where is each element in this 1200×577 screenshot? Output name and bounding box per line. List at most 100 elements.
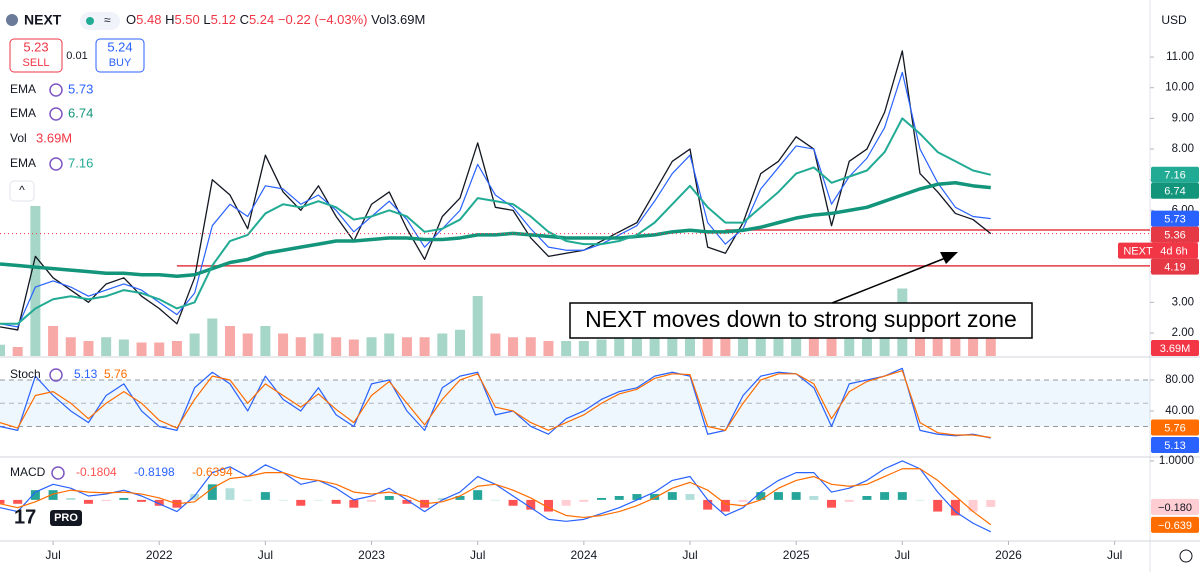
histogram-bar <box>897 492 907 500</box>
histogram-bar <box>791 492 801 500</box>
histogram-bar <box>473 490 483 500</box>
histogram-bar <box>119 497 129 500</box>
volume-bar <box>313 333 324 356</box>
volume-bar <box>154 342 165 356</box>
legend-icon <box>49 368 63 382</box>
y-tick-label: 40.00 <box>1165 405 1194 417</box>
x-tick-label: Jul <box>682 548 697 562</box>
histogram-bar <box>968 499 978 512</box>
series-line <box>0 117 992 325</box>
x-tick-label: 2022 <box>146 548 173 562</box>
volume-bar <box>48 326 59 356</box>
histogram-bar <box>349 499 359 508</box>
histogram-bar <box>154 499 164 506</box>
currency[interactable]: USD <box>1161 13 1187 27</box>
volume-bar <box>384 333 395 356</box>
legend-value: -0.6394 <box>192 465 233 479</box>
series-line <box>0 50 992 331</box>
histogram-bar <box>402 499 412 504</box>
settings-icon[interactable] <box>1179 549 1193 563</box>
annotation-arrow <box>831 256 949 304</box>
histogram-bar <box>101 499 111 502</box>
histogram-bar <box>48 490 58 500</box>
x-tick-label: 2023 <box>358 548 385 562</box>
status-icon: ≈ <box>104 13 111 27</box>
logo-text: PRO <box>54 512 78 524</box>
volume-bar <box>136 342 147 356</box>
volume-bar <box>985 328 996 356</box>
y-tick-label: 3.00 <box>1172 296 1194 308</box>
series-line <box>0 71 991 328</box>
quote-value: 5.50 <box>174 12 199 27</box>
volume-bar <box>401 337 412 356</box>
legend-value: 5.13 <box>74 367 98 381</box>
legend-value: 3.69M <box>36 130 72 145</box>
volume-bar <box>525 337 536 356</box>
volume-bar <box>101 337 112 356</box>
volume-bar <box>0 344 5 356</box>
volume-bar <box>685 322 695 356</box>
x-tick-label: Jul <box>258 548 273 562</box>
quote-value: 5.24 <box>249 12 274 27</box>
price-label: 6.74 <box>1164 186 1185 198</box>
legend-icon <box>51 466 65 480</box>
quote-key: H <box>165 12 174 27</box>
volume-bar <box>755 326 766 356</box>
legend-icon <box>49 157 63 171</box>
series-line <box>0 181 991 279</box>
x-tick-label: 2025 <box>783 548 810 562</box>
legend-name: Vol <box>10 131 27 145</box>
stoch-label: 5.13 <box>1164 440 1185 452</box>
histogram-bar <box>384 495 394 500</box>
volume-bar <box>12 347 23 356</box>
buy-button[interactable] <box>95 38 145 73</box>
histogram-bar <box>278 499 288 501</box>
spread: 0.01 <box>66 50 87 62</box>
volume-bar <box>808 326 819 356</box>
histogram-bar <box>260 492 270 500</box>
legend-name: EMA <box>10 156 36 170</box>
y-tick-label: 11.00 <box>1166 51 1194 63</box>
histogram-bar <box>880 492 890 500</box>
volume-bar <box>207 318 218 356</box>
macd-label-box <box>1151 498 1199 515</box>
x-tick-label: 2024 <box>570 548 597 562</box>
histogram-bar <box>703 499 713 510</box>
sell-button[interactable] <box>9 38 63 73</box>
histogram-bar <box>225 488 235 500</box>
volume-bar <box>437 333 448 356</box>
legend-value: 5.76 <box>104 367 128 381</box>
y-tick-label: 1.0000 <box>1159 455 1194 467</box>
volume-label: 3.69M <box>1160 343 1191 355</box>
histogram-bar <box>243 499 253 501</box>
pane-title: MACD <box>10 465 46 479</box>
y-tick-label: 80.00 <box>1165 374 1194 386</box>
status-badge[interactable] <box>80 12 120 30</box>
volume-bar <box>578 341 589 356</box>
collapse-button[interactable] <box>9 180 35 202</box>
histogram-bar <box>490 499 500 501</box>
macd-label: −0.180 <box>1158 502 1192 514</box>
histogram-bar <box>13 499 23 504</box>
volume-bar <box>348 339 359 356</box>
buy-label: BUY <box>109 57 132 69</box>
x-tick-label: Jul <box>45 548 60 562</box>
volume-bar <box>614 337 625 356</box>
sell-price: 5.23 <box>23 39 48 54</box>
volume-bar <box>844 322 855 356</box>
volume-bar <box>472 296 483 356</box>
series-line <box>0 370 991 439</box>
quote-volume: Vol3.69M <box>371 12 425 27</box>
histogram-bar <box>313 499 323 501</box>
volume-bar <box>331 337 342 356</box>
histogram-bar <box>773 492 783 500</box>
histogram-bar <box>632 494 642 500</box>
buy-price: 5.24 <box>107 39 132 54</box>
histogram-bar <box>862 495 872 500</box>
quote-key: O <box>126 12 136 27</box>
histogram-bar <box>827 499 837 508</box>
histogram-bar <box>455 495 465 500</box>
y-tick-label: 10.00 <box>1165 82 1194 94</box>
histogram-bar <box>367 499 377 502</box>
